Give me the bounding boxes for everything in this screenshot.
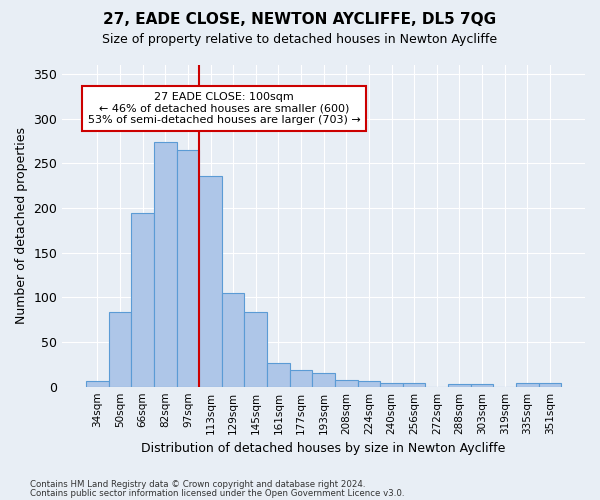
Text: Size of property relative to detached houses in Newton Aycliffe: Size of property relative to detached ho… <box>103 32 497 46</box>
Bar <box>516 383 539 386</box>
Bar <box>86 382 109 386</box>
Text: Contains public sector information licensed under the Open Government Licence v3: Contains public sector information licen… <box>30 488 404 498</box>
Bar <box>109 312 131 386</box>
Bar <box>358 382 380 386</box>
Y-axis label: Number of detached properties: Number of detached properties <box>15 128 28 324</box>
Text: 27, EADE CLOSE, NEWTON AYCLIFFE, DL5 7QG: 27, EADE CLOSE, NEWTON AYCLIFFE, DL5 7QG <box>103 12 497 28</box>
Bar <box>244 312 267 386</box>
Bar <box>539 383 561 386</box>
Bar <box>267 364 290 386</box>
X-axis label: Distribution of detached houses by size in Newton Aycliffe: Distribution of detached houses by size … <box>142 442 506 455</box>
Bar <box>222 293 244 386</box>
Bar <box>403 383 425 386</box>
Bar <box>176 150 199 386</box>
Bar <box>471 384 493 386</box>
Bar <box>335 380 358 386</box>
Bar <box>380 383 403 386</box>
Bar <box>290 370 313 386</box>
Bar <box>313 374 335 386</box>
Bar <box>448 384 471 386</box>
Bar <box>199 176 222 386</box>
Bar <box>154 142 176 386</box>
Text: 27 EADE CLOSE: 100sqm
← 46% of detached houses are smaller (600)
53% of semi-det: 27 EADE CLOSE: 100sqm ← 46% of detached … <box>88 92 361 125</box>
Text: Contains HM Land Registry data © Crown copyright and database right 2024.: Contains HM Land Registry data © Crown c… <box>30 480 365 489</box>
Bar <box>131 214 154 386</box>
